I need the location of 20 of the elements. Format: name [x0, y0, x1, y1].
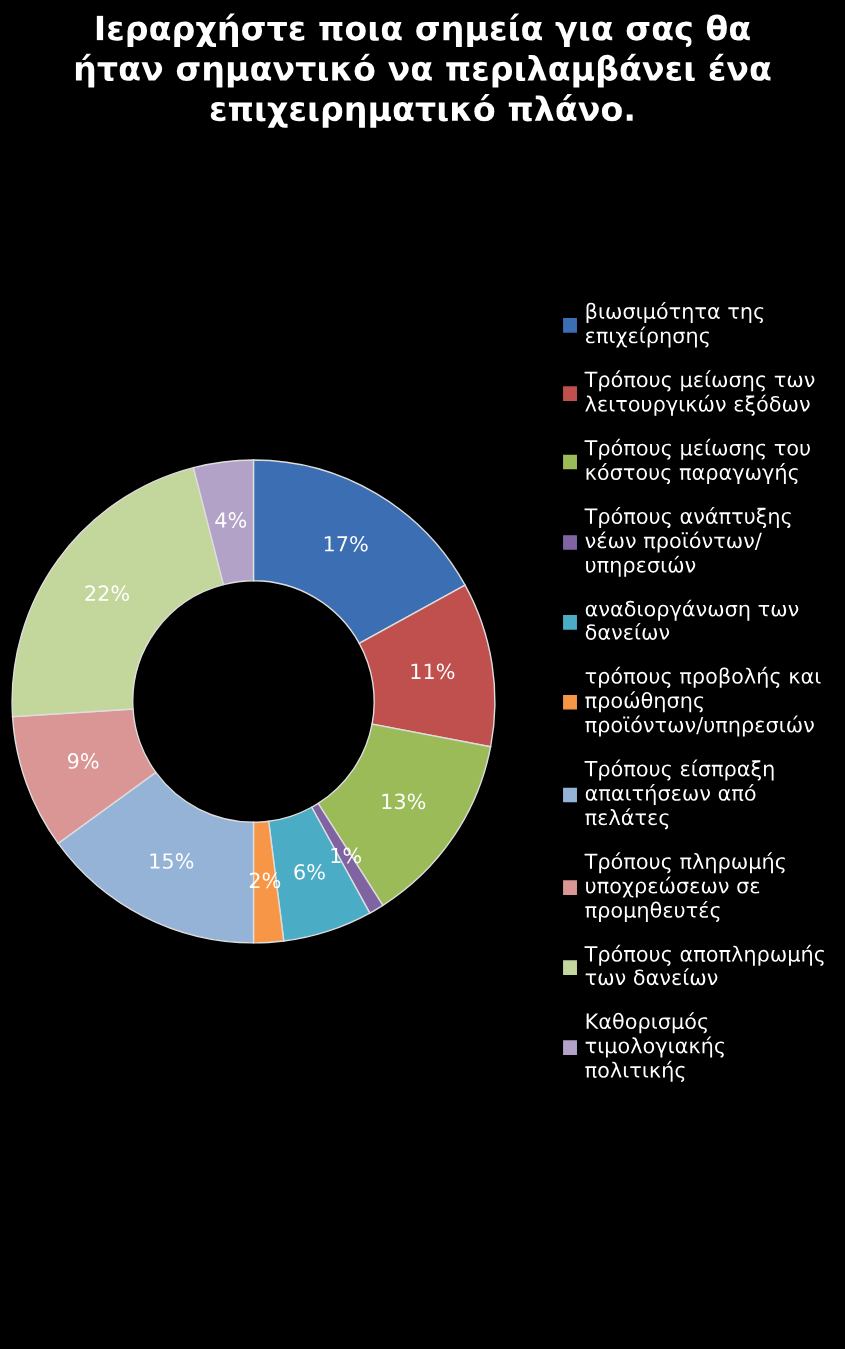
legend-label: τρόπους προβολής και προώθησης προϊόντων/υπηρεσιών [585, 666, 821, 737]
legend-label: Τρόπους ανάπτυξης νέων προϊόντων/ υπηρεσιών [584, 507, 791, 577]
legend-label: βιωσιμότητα της επιχείρησης [585, 302, 764, 348]
legend-label: αναδιοργάνωση των δανείων [585, 599, 799, 640]
legend-label: Τρόπους πληρωμής υποχρεώσεων σε προμηθευτές [584, 852, 785, 922]
data-label: 17% [324, 535, 368, 552]
legend-label: Τρόπους αποπληρωμής των δανείων [584, 944, 824, 986]
chart-title: Ιεραρχήστε ποια σημεία για σας θα ήταν σημαντικό να περιλαμβάνει ένα επιχειρηματικό πλάνο. [75, 13, 771, 128]
data-label: 9% [67, 753, 99, 769]
data-label: 4% [215, 512, 247, 528]
data-label: 13% [382, 793, 426, 810]
legend-label: Τρόπους είσπραξη απαιτήσεων από πελάτες [584, 759, 774, 830]
data-label: 11% [411, 663, 455, 680]
data-label: 15% [150, 853, 194, 869]
legend-label: Τρόπους μείωσης των λειτουργικών εξόδων [584, 370, 815, 416]
legend-label: Τρόπους μείωσης του κόστους παραγωγής [584, 438, 810, 485]
data-label: 22% [85, 585, 130, 602]
data-label: 6% [294, 863, 325, 880]
data-label: 1% [331, 847, 362, 864]
legend-label: Καθορισμός τιμολογιακής πολιτικής [585, 1012, 725, 1082]
